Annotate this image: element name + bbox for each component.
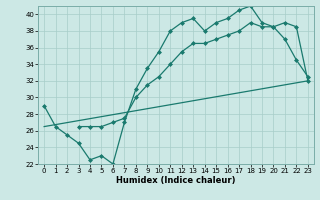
X-axis label: Humidex (Indice chaleur): Humidex (Indice chaleur) xyxy=(116,176,236,185)
